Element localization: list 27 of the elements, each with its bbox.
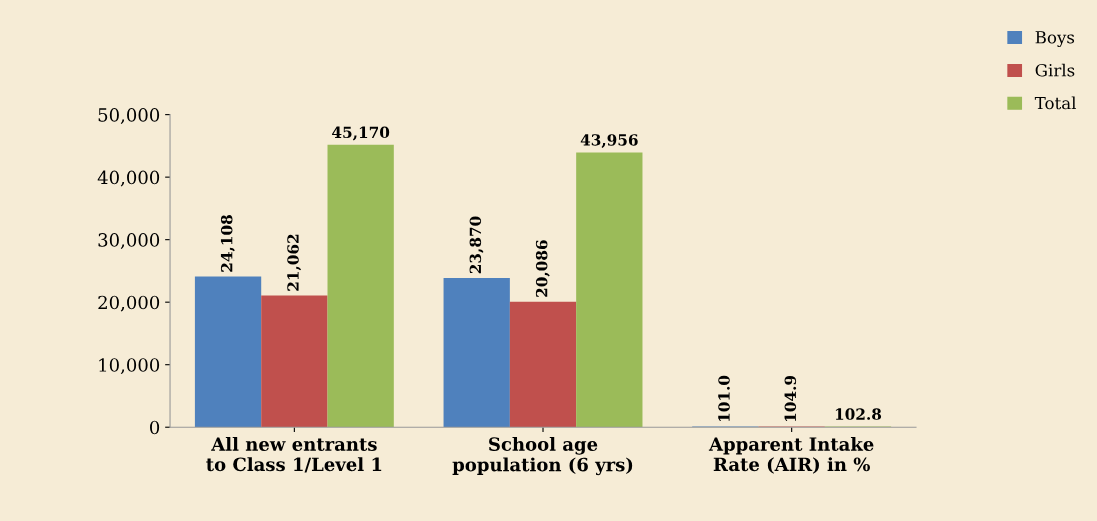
- data-label: 102.8: [835, 408, 882, 420]
- x-tick-label: Apparent Intake Rate (AIR) in %: [708, 436, 874, 474]
- y-tick-label: 30,000: [98, 233, 160, 249]
- y-tick-label: 50,000: [98, 108, 160, 124]
- x-tick-label: All new entrants to Class 1/Level 1: [206, 436, 382, 473]
- legend-label: Girls: [1035, 63, 1075, 77]
- data-label: 101.0: [718, 375, 730, 421]
- bar: [576, 152, 643, 428]
- bar: [509, 301, 577, 428]
- legend-label: Boys: [1035, 31, 1075, 47]
- x-tick-label: School age population (6 yrs): [452, 436, 633, 476]
- data-label: 21,062: [287, 234, 302, 291]
- data-label: 45,170: [332, 126, 390, 141]
- y-tick-label: 40,000: [97, 170, 160, 187]
- bar: [194, 276, 262, 428]
- data-label: 20,086: [535, 240, 550, 297]
- data-label: 104.9: [784, 375, 797, 421]
- data-label: 43,956: [580, 134, 638, 148]
- y-tick-label: 20,000: [98, 295, 160, 312]
- y-tick-label: 0: [150, 420, 160, 435]
- data-label: 23,870: [469, 216, 484, 274]
- bar: [443, 277, 510, 428]
- bar: [261, 295, 328, 428]
- legend-label: Total: [1034, 96, 1077, 110]
- data-label: 24,108: [220, 215, 235, 272]
- y-tick-label: 10,000: [99, 358, 160, 375]
- bar: [327, 144, 394, 428]
